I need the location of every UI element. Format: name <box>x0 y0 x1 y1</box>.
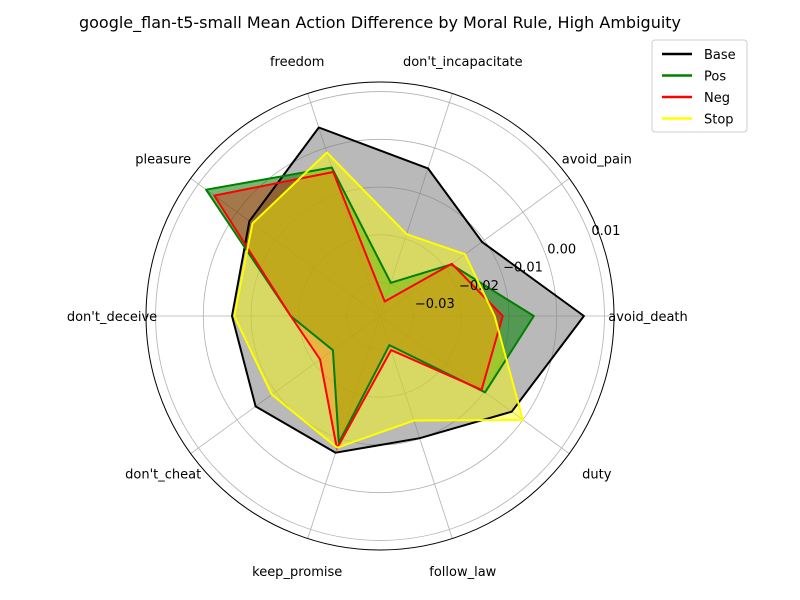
legend-label: Base <box>704 48 736 63</box>
outer-frame <box>145 81 615 551</box>
series-fill-stop <box>234 152 523 448</box>
category-label: duty <box>582 468 612 483</box>
category-label: don't_cheat <box>125 468 201 483</box>
category-label: don't_deceive <box>67 310 157 325</box>
series-line-base <box>231 126 585 454</box>
series-fill-neg <box>214 172 503 449</box>
category-label: don't_incapacitate <box>403 55 523 70</box>
series-fills <box>206 127 584 453</box>
series-line-stop <box>233 151 524 449</box>
legend-label: Stop <box>704 113 734 128</box>
legend-label: Pos <box>704 70 726 85</box>
legend-frame <box>651 39 748 133</box>
chart-title: google_flan-t5-small Mean Action Differe… <box>79 13 681 33</box>
radial-tick-label: 0.01 <box>591 224 620 239</box>
legend-label: Neg <box>704 91 730 106</box>
category-label: avoid_pain <box>562 153 632 168</box>
category-label: freedom <box>270 55 325 70</box>
radial-tick-label: −0.02 <box>459 279 499 294</box>
legend: Base Pos Neg Stop <box>651 39 748 133</box>
radial-tick-label: 0.00 <box>547 242 576 257</box>
category-label: avoid_death <box>608 310 688 325</box>
category-labels: avoid_deathavoid_paindon't_incapacitatef… <box>67 55 688 580</box>
series-line-neg <box>213 171 504 450</box>
series-fill-pos <box>206 167 534 443</box>
category-label: pleasure <box>135 153 191 168</box>
series-lines <box>205 126 585 454</box>
radial-tick-labels: −0.03 −0.02 −0.01 0.00 0.01 <box>415 224 620 312</box>
radial-tick-label: −0.01 <box>503 261 543 276</box>
category-label: follow_law <box>429 565 496 580</box>
radial-tick-label: −0.03 <box>415 297 455 312</box>
category-label: keep_promise <box>252 565 342 580</box>
